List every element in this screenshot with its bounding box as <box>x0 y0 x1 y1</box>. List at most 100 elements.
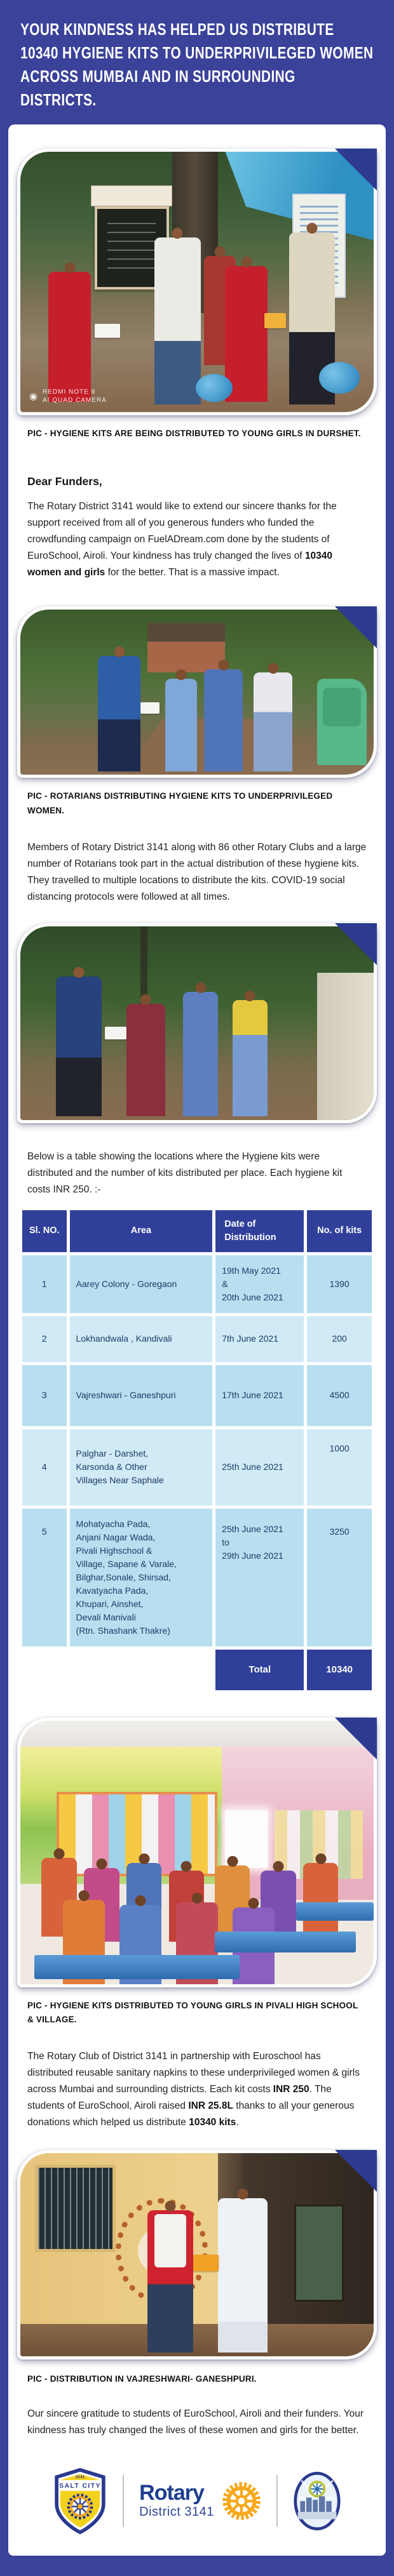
col-header-slno: Sl. NO. <box>22 1210 67 1252</box>
woman-blue-dress <box>165 679 197 772</box>
cell-date: 25th June 2021 to 29th June 2021 <box>215 1508 304 1646</box>
camera-watermark: ◉ REDMI NOTE 9 AI QUAD CAMERA <box>29 388 107 404</box>
student <box>302 1862 339 1942</box>
cell-area: Vajreshwari - Ganeshpuri <box>69 1365 213 1426</box>
wall-charts <box>59 1794 215 1874</box>
camera-icon: ◉ <box>29 390 39 402</box>
footer-logos: 3141 SALT CITY Rotary District 3141 <box>21 2467 373 2534</box>
white-scarf <box>154 2214 187 2267</box>
header-banner: YOUR KINDNESS HAS HELPED US DISTRIBUTE 1… <box>0 0 394 124</box>
green-door <box>296 2206 342 2300</box>
hygiene-kit-pack-yellow <box>264 313 286 329</box>
city-club-logo <box>294 2471 341 2530</box>
total-value: 10340 <box>307 1649 372 1690</box>
corner-accent-triangle <box>335 923 377 965</box>
corner-accent-triangle <box>335 606 377 649</box>
photo-village-distribution <box>20 926 374 1120</box>
cell-area: Aarey Colony - Goregaon <box>69 1255 213 1313</box>
woman-white-saree <box>218 2198 268 2352</box>
cell-slno: 3 <box>22 1365 67 1426</box>
rotary-district-label: District 3141 <box>139 2505 214 2519</box>
cell-slno: 5 <box>22 1508 67 1646</box>
barred-window <box>37 2167 112 2249</box>
col-header-date: Date of Distribution <box>215 1210 304 1252</box>
woman-blue-saree <box>204 669 243 772</box>
blue-drum <box>318 362 360 394</box>
photo-vajreshwari-distribution <box>20 2153 374 2357</box>
footer-divider <box>276 2474 278 2527</box>
girl-yellow-scarf <box>232 999 268 1116</box>
photo-pivali-school <box>20 1720 374 1984</box>
man-blue-shirt <box>98 656 141 772</box>
man-white-shirt <box>154 237 201 404</box>
girl-red-dress-2 <box>225 266 268 402</box>
cell-kits: 3250 <box>307 1508 372 1646</box>
cell-kits: 1390 <box>307 1255 372 1313</box>
blue-desk <box>34 1955 240 1979</box>
distribution-table: Sl. NO. Area Date of Distribution No. of… <box>19 1207 375 1693</box>
headline: YOUR KINDNESS HAS HELPED US DISTRIBUTE 1… <box>20 20 374 109</box>
blue-desk <box>296 1902 374 1921</box>
signboard-top <box>91 185 173 207</box>
col-header-area: Area <box>69 1210 213 1252</box>
green-plastic-chair <box>317 679 367 765</box>
photo-frame-rotarians <box>17 606 377 778</box>
rotary-wheel-icon <box>222 2481 261 2520</box>
paragraph-partnership: The Rotary Club of District 3141 in part… <box>27 2051 360 2128</box>
photo-frame-school <box>17 1717 377 1987</box>
blue-desk <box>214 1931 357 1953</box>
salutation: Dear Funders, <box>27 475 102 488</box>
photo-durshet-distribution: ◉ REDMI NOTE 9 AI QUAD CAMERA <box>20 152 374 412</box>
photo-caption-durshet: PIC - HYGIENE KITS ARE BEING DISTRIBUTED… <box>27 429 361 438</box>
svg-text:3141: 3141 <box>76 2475 85 2479</box>
col-header-kits: No. of kits <box>307 1210 372 1252</box>
orange-kit-pack <box>193 2255 219 2272</box>
cell-area: Palghar - Darshet, Karsonda & Other Vill… <box>69 1429 213 1505</box>
cell-date: 25th June 2021 <box>215 1429 304 1505</box>
cell-kits: 4500 <box>307 1365 372 1426</box>
svg-text:SALT CITY: SALT CITY <box>59 2483 101 2490</box>
cell-date: 17th June 2021 <box>215 1365 304 1426</box>
total-label: Total <box>215 1649 304 1690</box>
paragraph-closing: Our sincere gratitude to students of Eur… <box>27 2408 364 2436</box>
white-wall <box>317 972 374 1120</box>
photo-frame-village <box>17 923 377 1123</box>
paragraph-clubs: Members of Rotary District 3141 along wi… <box>27 841 367 902</box>
woman-maroon-saree <box>126 1003 165 1116</box>
paragraph-thanks: The Rotary District 3141 would like to e… <box>27 501 337 578</box>
corner-accent-triangle <box>335 149 377 190</box>
table-row: 3 Vajreshwari - Ganeshpuri 17th June 202… <box>22 1365 372 1426</box>
kit-handover <box>140 702 160 714</box>
cell-kits: 1000 <box>307 1429 372 1505</box>
woman-blue-kurta <box>182 992 219 1116</box>
rotary-wordmark: Rotary <box>139 2481 205 2506</box>
table-total-row: Total 10340 <box>22 1649 372 1690</box>
watermark-camera: AI QUAD CAMERA <box>43 397 107 404</box>
kit-pack <box>105 1027 127 1040</box>
table-row: 1 Aarey Colony - Goregaon 19th May 2021 … <box>22 1255 372 1313</box>
woman-yellow-scarf <box>253 672 293 772</box>
girl-red-dress <box>48 271 92 402</box>
hygiene-kit-pack <box>94 323 120 338</box>
table-row: 5 Mohatyacha Pada, Anjani Nagar Wada, Pi… <box>22 1508 372 1646</box>
cell-area: Mohatyacha Pada, Anjani Nagar Wada, Piva… <box>69 1508 213 1646</box>
salt-city-logo: 3141 SALT CITY <box>55 2467 105 2534</box>
photo-caption-vajreshwari: PIC - DISTRIBUTION IN VAJRESHWARI- GANES… <box>27 2374 257 2384</box>
corner-accent-triangle <box>335 2150 377 2192</box>
cell-kits: 200 <box>307 1316 372 1362</box>
village-hut <box>147 623 226 673</box>
cell-area: Lokhandwala , Kandivali <box>69 1316 213 1362</box>
rotary-district-logo: Rotary District 3141 <box>139 2481 261 2521</box>
photo-caption-rotarians: PIC - ROTARIANS DISTRIBUTING HYGIENE KIT… <box>27 791 333 815</box>
content-card: ◉ REDMI NOTE 9 AI QUAD CAMERA PIC - HYGI… <box>8 124 386 2556</box>
watermark-model: REDMI NOTE 9 <box>43 389 96 396</box>
floor <box>20 2324 374 2357</box>
wood-post <box>140 926 148 1033</box>
cell-slno: 4 <box>22 1429 67 1505</box>
table-row: 4 Palghar - Darshet, Karsonda & Other Vi… <box>22 1429 372 1505</box>
blue-drum-2 <box>195 373 233 402</box>
photo-frame-durshet: ◉ REDMI NOTE 9 AI QUAD CAMERA <box>17 149 377 415</box>
cell-date: 19th May 2021 & 20th June 2021 <box>215 1255 304 1313</box>
cell-date: 7th June 2021 <box>215 1316 304 1362</box>
